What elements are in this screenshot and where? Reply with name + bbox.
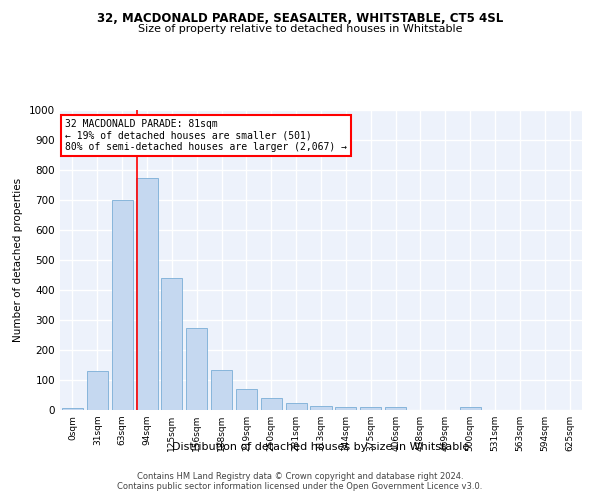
Bar [385,407,406,410]
Bar [460,407,481,410]
Bar [310,406,332,410]
Bar [360,407,381,410]
Text: Contains public sector information licensed under the Open Government Licence v3: Contains public sector information licen… [118,482,482,491]
Bar [112,200,133,410]
Text: Distribution of detached houses by size in Whitstable: Distribution of detached houses by size … [172,442,470,452]
Bar [87,371,108,410]
Bar [211,370,232,410]
Text: Size of property relative to detached houses in Whitstable: Size of property relative to detached ho… [138,24,462,34]
Bar [335,407,356,410]
Bar [62,408,83,410]
Bar [136,178,158,410]
Bar [236,389,257,410]
Bar [261,398,282,410]
Bar [186,328,207,410]
Y-axis label: Number of detached properties: Number of detached properties [13,178,23,342]
Text: 32, MACDONALD PARADE, SEASALTER, WHITSTABLE, CT5 4SL: 32, MACDONALD PARADE, SEASALTER, WHITSTA… [97,12,503,26]
Bar [161,278,182,410]
Text: 32 MACDONALD PARADE: 81sqm
← 19% of detached houses are smaller (501)
80% of sem: 32 MACDONALD PARADE: 81sqm ← 19% of deta… [65,119,347,152]
Bar [286,404,307,410]
Text: Contains HM Land Registry data © Crown copyright and database right 2024.: Contains HM Land Registry data © Crown c… [137,472,463,481]
